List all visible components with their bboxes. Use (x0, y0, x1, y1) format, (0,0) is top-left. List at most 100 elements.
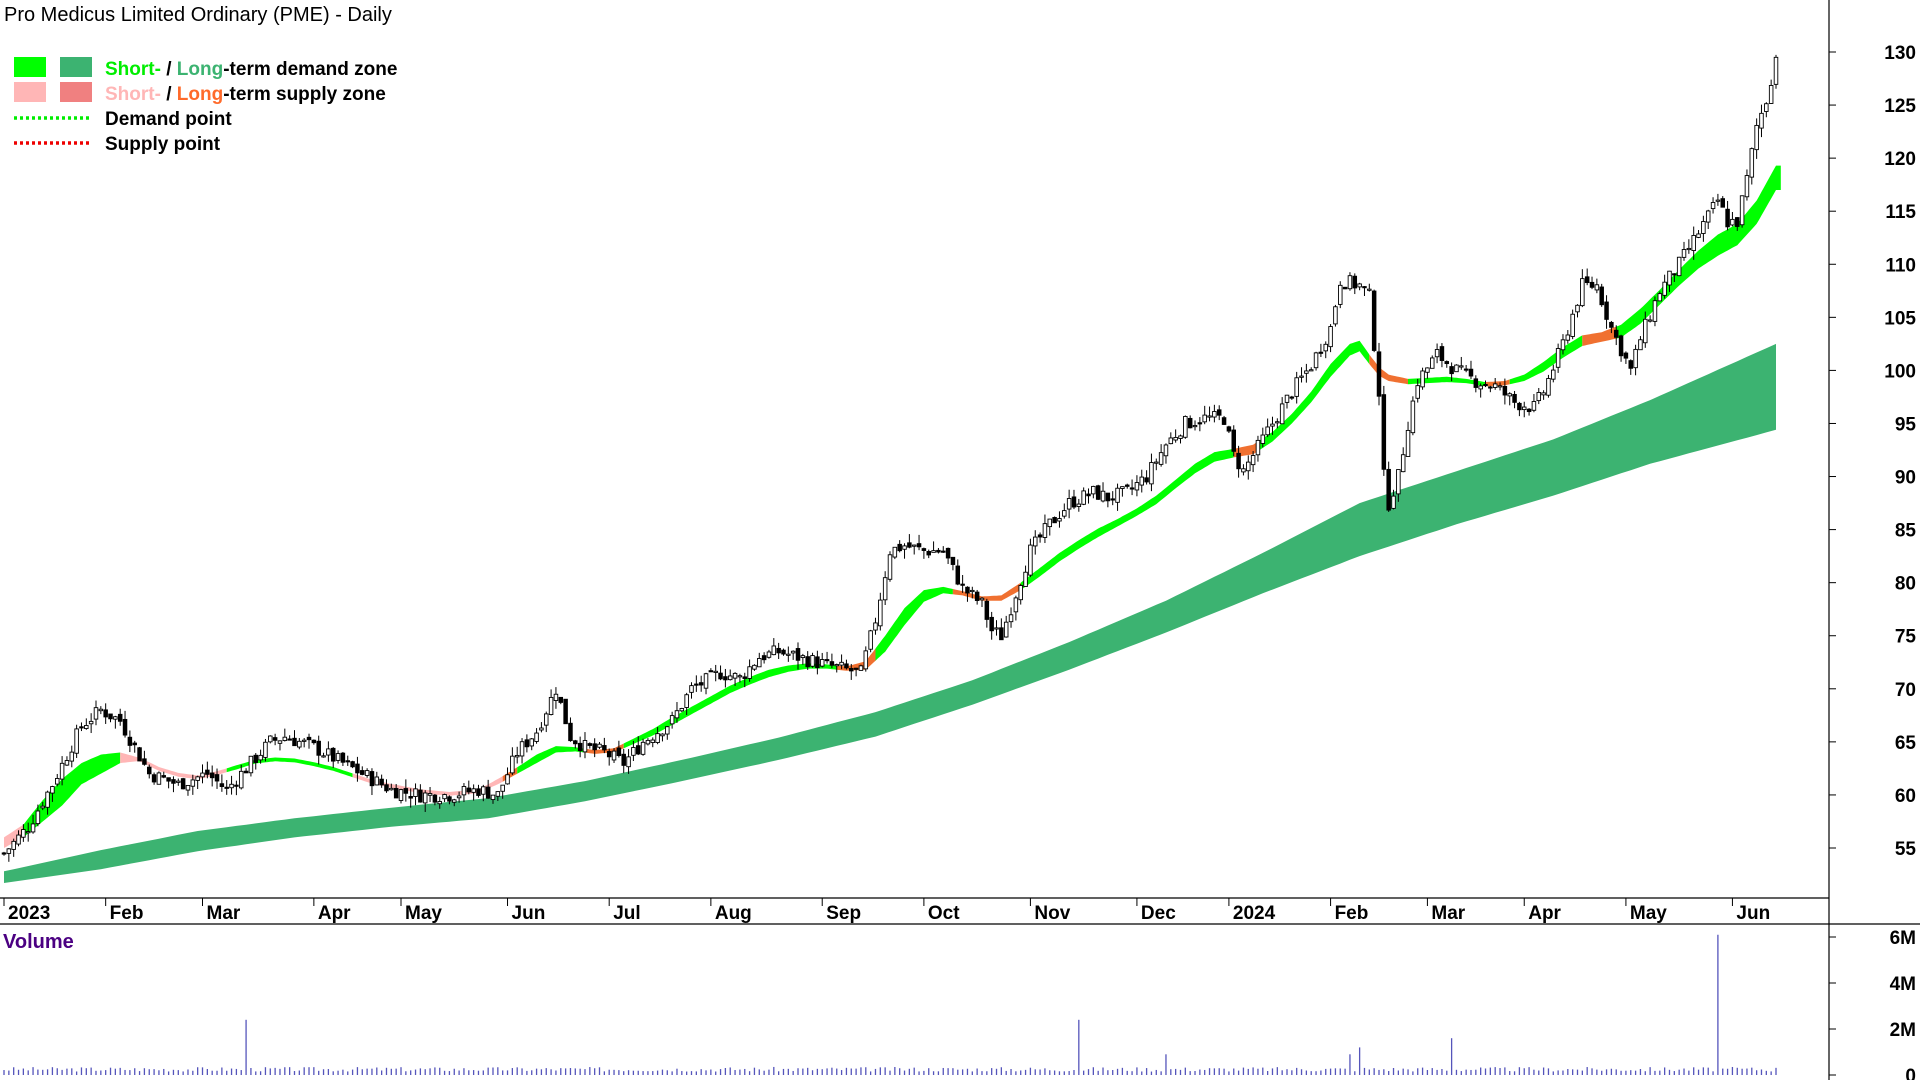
candle-body (1386, 468, 1391, 511)
candle-body (602, 745, 607, 751)
date-tick-label: Apr (318, 903, 351, 924)
candle-body (873, 622, 878, 631)
candle-body (616, 747, 622, 757)
candle-body (1672, 273, 1677, 276)
candle-body (79, 726, 84, 729)
candle-body (1212, 411, 1217, 418)
candle-body (669, 715, 675, 725)
candle-body (171, 779, 176, 784)
candle-body (892, 546, 898, 558)
price-tick-label: 95 (1895, 414, 1917, 435)
candle-body (1095, 485, 1101, 500)
candle-body (1652, 300, 1658, 322)
candle-body (374, 776, 380, 786)
candle-body (1318, 351, 1324, 354)
candle-body (1589, 281, 1595, 288)
price-axis-ticks: 55 60 65 70 75 80 85 90 95 100 105 110 115 120 125 130 (1829, 43, 1916, 860)
candle-body (432, 794, 438, 803)
candle-body (1105, 492, 1111, 502)
candle-body (790, 650, 796, 654)
candle-body (819, 659, 825, 667)
candle-body (1076, 503, 1082, 507)
candle-body (645, 739, 651, 745)
candle-body (306, 736, 312, 741)
candle-body (1618, 335, 1624, 357)
short-term-zone-segment-11 (952, 582, 1021, 601)
candle-body (1764, 103, 1769, 112)
candle-body (882, 577, 888, 601)
short-term-zone-segment-2 (120, 752, 227, 780)
candle-body (510, 755, 515, 774)
candle-body (1037, 534, 1043, 538)
candle-body (849, 668, 854, 672)
candle-body (1754, 124, 1759, 151)
date-tick-label: Aug (715, 903, 752, 924)
candle-body (35, 810, 41, 825)
candle-body (766, 651, 772, 658)
candle-body (786, 653, 791, 656)
candle-body (234, 784, 239, 787)
candle-body (853, 667, 859, 670)
legend-swatch-short (14, 82, 46, 102)
short-term-zone-segment-17 (1485, 379, 1510, 387)
candle-body (1502, 385, 1508, 396)
candle-body (660, 733, 665, 737)
candle-body (1023, 571, 1028, 587)
candle-body (834, 664, 839, 667)
candle-body (98, 708, 104, 712)
candle-body (195, 776, 200, 781)
short-term-zone-segment-14 (1258, 340, 1370, 452)
candle-body (1168, 437, 1174, 445)
candle-body (1715, 199, 1721, 202)
candle-body (1628, 360, 1634, 369)
candle-body (1154, 461, 1159, 464)
candle-body (713, 670, 718, 673)
candle-body (229, 783, 234, 789)
candle-body (243, 770, 249, 774)
candle-body (495, 791, 501, 797)
candle-body (1526, 408, 1532, 413)
candle-body (911, 544, 917, 547)
candle-body (1647, 319, 1653, 322)
candle-body (723, 676, 728, 681)
candle-body (384, 784, 389, 792)
date-tick-label: Sep (826, 903, 861, 924)
candle-body (631, 747, 636, 756)
candle-body (301, 739, 307, 742)
price-candles (1, 54, 1779, 862)
candle-body (1676, 256, 1682, 277)
candle-body (389, 787, 394, 791)
candle-body (1507, 393, 1512, 397)
candle-body (519, 741, 525, 757)
candle-body (1371, 290, 1377, 351)
candle-body (1541, 392, 1546, 396)
price-tick-label: 70 (1895, 680, 1916, 701)
candle-body (185, 784, 191, 791)
candle-body (1124, 484, 1130, 487)
candle-body (1115, 487, 1120, 503)
candle-body (539, 727, 544, 731)
candle-body (1357, 283, 1362, 288)
candle-body (994, 627, 999, 630)
candle-body (563, 698, 568, 725)
candle-body (941, 550, 946, 553)
candle-body (1604, 301, 1609, 320)
price-tick-label: 65 (1895, 733, 1917, 754)
date-tick-label: 2023 (8, 903, 50, 924)
candle-body (1483, 383, 1488, 387)
candle-body (88, 720, 94, 725)
candle-body (757, 658, 762, 668)
candle-body (30, 823, 36, 833)
volume-tick-label: 4M (1890, 974, 1916, 995)
candle-body (490, 794, 496, 801)
candle-body (597, 743, 602, 748)
candle-body (1187, 417, 1193, 429)
candle-body (93, 707, 99, 720)
candle-body (907, 542, 912, 548)
candle-body (1391, 495, 1396, 509)
candle-body (321, 755, 326, 758)
candle-body (1415, 385, 1420, 399)
candle-body (577, 742, 583, 752)
short-term-zone-segment-5 (502, 767, 518, 782)
legend-label-part: Supply point (105, 134, 221, 155)
